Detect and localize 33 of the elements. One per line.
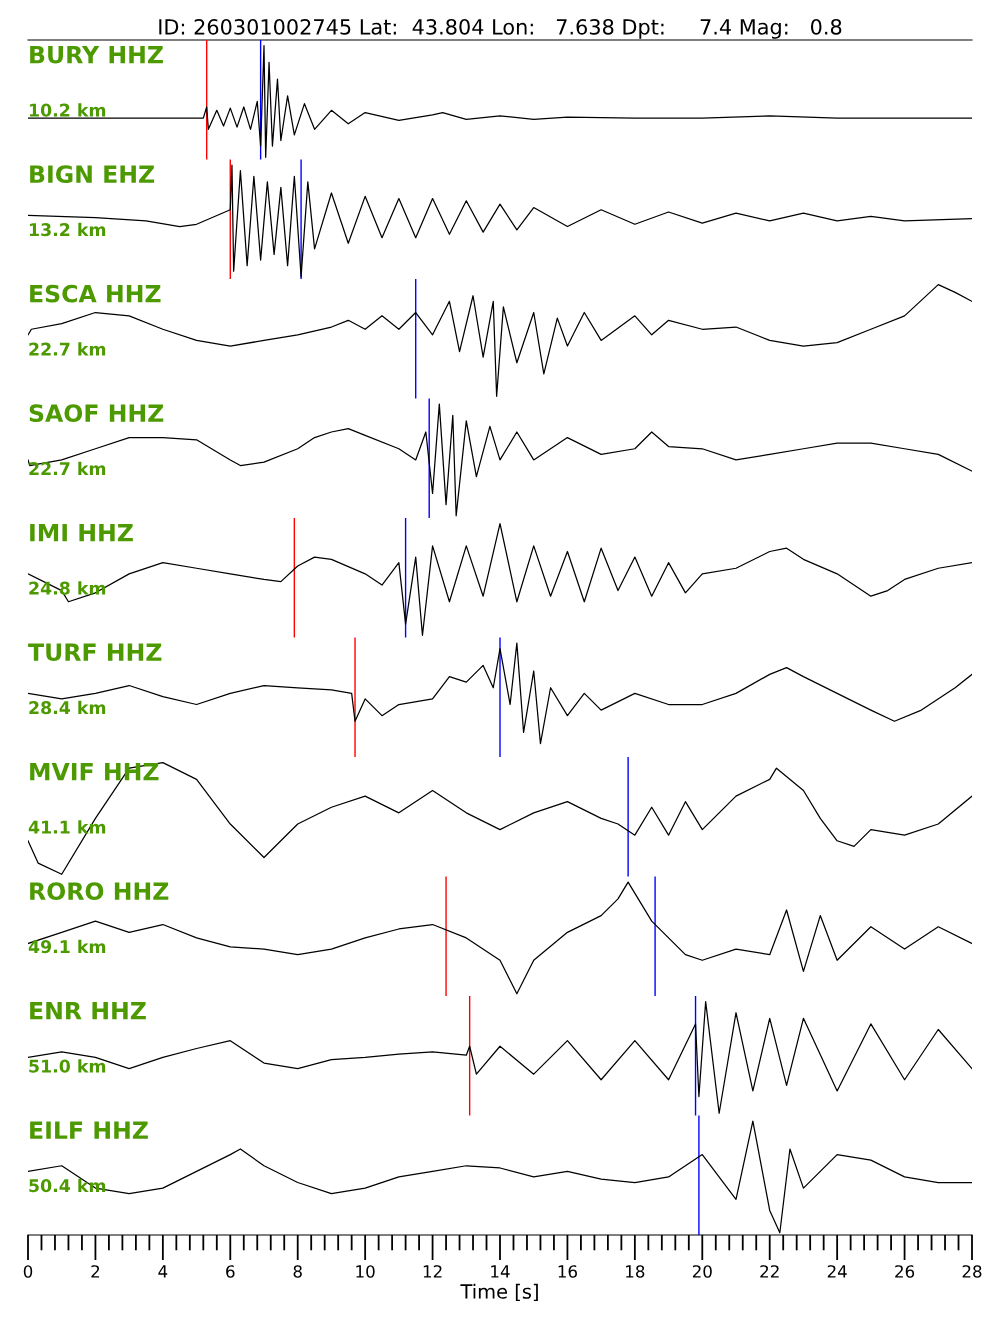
annotation: IMI HHZ <box>30 524 133 542</box>
x-tick-label: 8 <box>293 1265 302 1278</box>
x-tick-label: 26 <box>895 1265 915 1278</box>
annotation: ENR HHZ <box>30 1002 146 1020</box>
x-tick-label: 4 <box>158 1265 168 1278</box>
x-tick-label: 10 <box>356 1265 375 1278</box>
x-tick-label: 16 <box>558 1265 577 1278</box>
annotation: RORO HHZ <box>30 882 169 901</box>
annotation: 28.4 km <box>29 700 106 715</box>
annotation: BIGN EHZ <box>30 165 155 184</box>
annotation: 51.0 km <box>29 1059 106 1073</box>
x-tick-label: 2 <box>91 1265 100 1278</box>
x-tick-label: 22 <box>760 1265 779 1278</box>
x-tick-label: 28 <box>962 1265 982 1278</box>
x-tick-label: 18 <box>626 1265 645 1278</box>
annotation: 10.2 km <box>29 103 106 117</box>
chart-title: ID: 260301002745 Lat: 43.804 Lon: 7.638 Dpt: 7.4 Mag: 0.8 <box>159 18 842 39</box>
annotation: 22.7 km <box>29 461 106 475</box>
x-axis-title: Time [s] <box>460 1283 538 1302</box>
x-tick-label: 24 <box>827 1265 847 1278</box>
x-tick-label: 12 <box>423 1265 442 1278</box>
annotation: 49.1 km <box>28 939 106 954</box>
annotation: 22.7 km <box>29 342 106 356</box>
annotation: BURY HHZ <box>30 46 163 64</box>
x-tick-label: 14 <box>491 1265 510 1278</box>
annotation: 13.2 km <box>29 222 106 237</box>
annotation: SAOF HHZ <box>29 404 164 423</box>
annotation: TURF HHZ <box>28 643 162 662</box>
x-tick-label: 20 <box>692 1265 712 1278</box>
annotation: ESCA HHZ <box>30 284 161 303</box>
annotation: EILF HHZ <box>30 1121 148 1139</box>
x-tick-label: 0 <box>23 1265 33 1278</box>
x-tick-label: 6 <box>226 1265 235 1278</box>
